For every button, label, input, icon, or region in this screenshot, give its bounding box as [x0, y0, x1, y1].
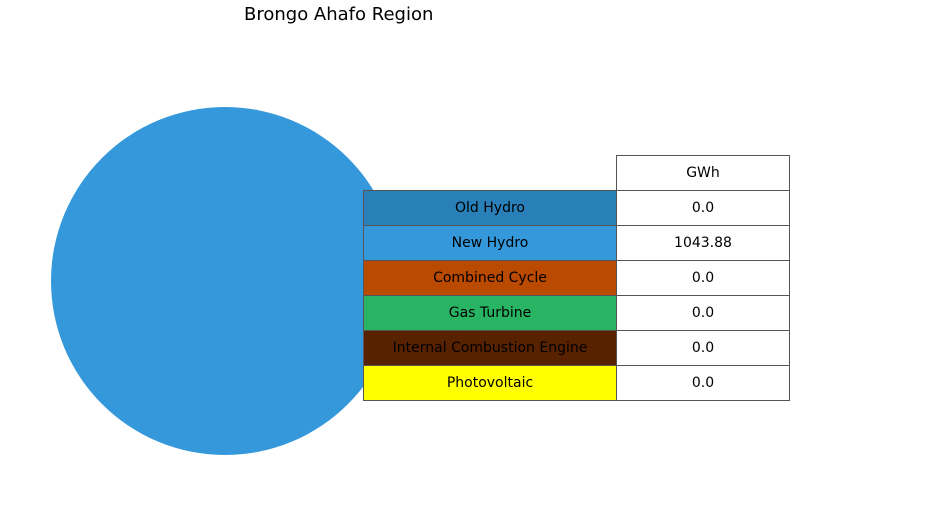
row-label: Gas Turbine [363, 295, 617, 331]
row-value: 0.0 [616, 365, 790, 401]
pie-slice-new-hydro [51, 107, 399, 455]
table-row: New Hydro 1043.88 [363, 225, 790, 261]
row-value: 0.0 [616, 330, 790, 366]
row-label: Old Hydro [363, 190, 617, 226]
table-row: Photovoltaic 0.0 [363, 365, 790, 401]
row-label: New Hydro [363, 225, 617, 261]
row-value: 1043.88 [616, 225, 790, 261]
row-value: 0.0 [616, 295, 790, 331]
column-header: GWh [616, 155, 790, 191]
row-value: 0.0 [616, 260, 790, 296]
chart-title: Brongo Ahafo Region [244, 4, 434, 25]
table-corner [364, 156, 617, 191]
row-value: 0.0 [616, 190, 790, 226]
row-label: Photovoltaic [363, 365, 617, 401]
table-row: Combined Cycle 0.0 [363, 260, 790, 296]
data-table: GWh Old Hydro 0.0 New Hydro 1043.88 Combined … [363, 155, 790, 401]
table-header-row: GWh [364, 155, 790, 191]
table-row: Internal Combustion Engine 0.0 [363, 330, 790, 366]
table-row: Old Hydro 0.0 [363, 190, 790, 226]
row-label: Combined Cycle [363, 260, 617, 296]
table-row: Gas Turbine 0.0 [363, 295, 790, 331]
row-label: Internal Combustion Engine [363, 330, 617, 366]
